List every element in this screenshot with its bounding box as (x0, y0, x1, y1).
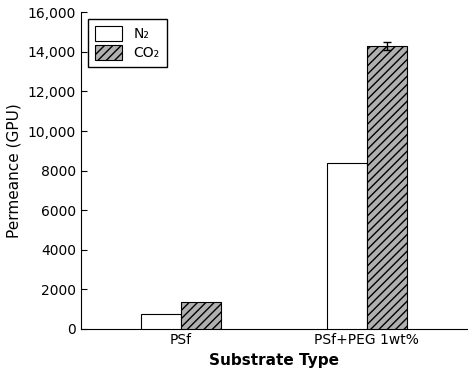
Y-axis label: Permeance (GPU): Permeance (GPU) (7, 103, 22, 238)
X-axis label: Substrate Type: Substrate Type (209, 353, 339, 368)
Bar (367, 46, 407, 328)
Legend: N₂, CO₂: N₂, CO₂ (88, 20, 166, 67)
Bar (181, 302, 221, 328)
Bar (141, 314, 181, 328)
Bar (327, 163, 367, 328)
